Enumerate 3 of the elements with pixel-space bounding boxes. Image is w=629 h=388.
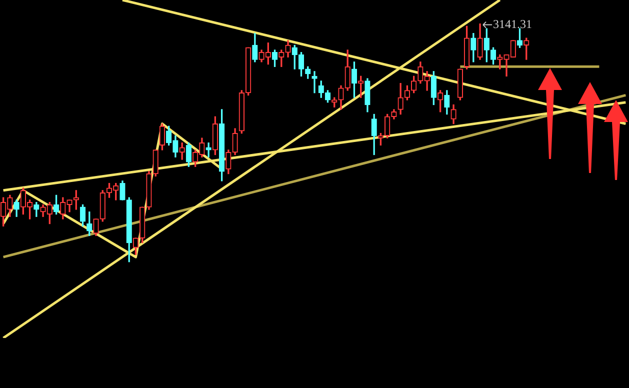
annotation: 3141.31: [493, 16, 532, 31]
candlestick: [206, 142, 212, 158]
candlestick: [312, 71, 318, 94]
